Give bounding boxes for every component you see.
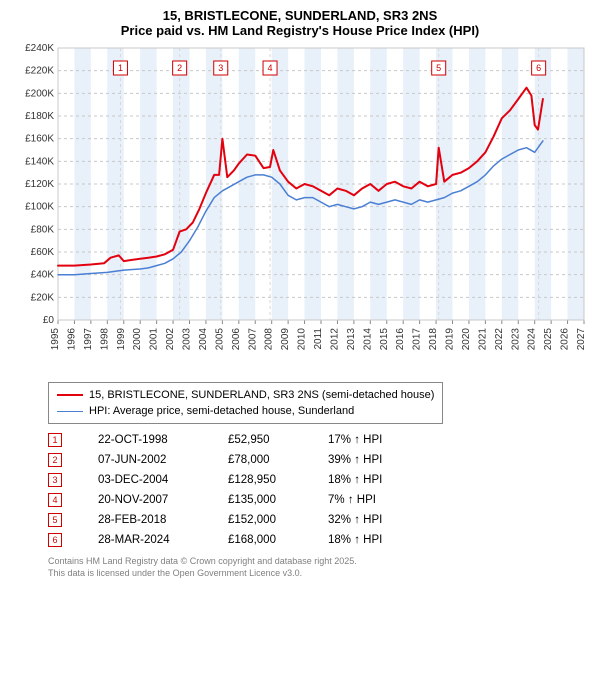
sale-delta: 17% ↑ HPI xyxy=(328,430,448,450)
svg-text:£20K: £20K xyxy=(31,292,55,303)
sale-price: £168,000 xyxy=(228,530,328,550)
sale-date: 03-DEC-2004 xyxy=(98,470,228,490)
svg-text:2021: 2021 xyxy=(477,328,488,351)
svg-text:2009: 2009 xyxy=(280,328,291,351)
footer: Contains HM Land Registry data © Crown c… xyxy=(48,556,590,579)
svg-text:£160K: £160K xyxy=(25,134,54,145)
sale-marker-icon: 2 xyxy=(48,453,62,467)
svg-text:2012: 2012 xyxy=(329,328,340,351)
legend-swatch xyxy=(57,394,83,396)
sale-delta: 18% ↑ HPI xyxy=(328,470,448,490)
svg-text:2013: 2013 xyxy=(346,328,357,351)
svg-text:£40K: £40K xyxy=(31,270,55,281)
table-row: 6 28-MAR-2024£168,00018% ↑ HPI xyxy=(48,530,448,550)
svg-text:2019: 2019 xyxy=(445,328,456,351)
svg-text:1998: 1998 xyxy=(99,328,110,351)
svg-text:2016: 2016 xyxy=(395,328,406,351)
svg-text:2022: 2022 xyxy=(494,328,505,351)
legend-item: HPI: Average price, semi-detached house,… xyxy=(57,403,434,419)
table-row: 2 07-JUN-2002£78,00039% ↑ HPI xyxy=(48,450,448,470)
sale-price: £152,000 xyxy=(228,510,328,530)
svg-text:£100K: £100K xyxy=(25,202,54,213)
svg-text:5: 5 xyxy=(436,63,441,73)
svg-text:2014: 2014 xyxy=(362,328,373,351)
legend-swatch xyxy=(57,411,83,412)
sale-marker-icon: 6 xyxy=(48,533,62,547)
title-line-2: Price paid vs. HM Land Registry's House … xyxy=(10,23,590,38)
svg-text:2007: 2007 xyxy=(247,328,258,351)
sales-table: 1 22-OCT-1998£52,95017% ↑ HPI 2 07-JUN-2002… xyxy=(48,430,448,550)
svg-text:2002: 2002 xyxy=(165,328,176,351)
svg-text:£0: £0 xyxy=(43,315,55,326)
svg-text:£60K: £60K xyxy=(31,247,55,258)
sale-price: £128,950 xyxy=(228,470,328,490)
svg-text:2025: 2025 xyxy=(543,328,554,351)
svg-text:2018: 2018 xyxy=(428,328,439,351)
sale-price: £135,000 xyxy=(228,490,328,510)
svg-text:1997: 1997 xyxy=(83,328,94,351)
svg-text:2011: 2011 xyxy=(313,328,324,350)
svg-text:£220K: £220K xyxy=(25,66,54,77)
chart-svg: £0 £20K £40K £60K £80K £100K £120K £140K £160K £1… xyxy=(10,44,590,374)
sale-marker-icon: 5 xyxy=(48,513,62,527)
svg-text:2008: 2008 xyxy=(264,328,275,351)
svg-text:2: 2 xyxy=(177,63,182,73)
sale-marker-icon: 3 xyxy=(48,473,62,487)
svg-text:1995: 1995 xyxy=(50,328,61,351)
sale-price: £52,950 xyxy=(228,430,328,450)
title-line-1: 15, BRISTLECONE, SUNDERLAND, SR3 2NS xyxy=(10,8,590,23)
svg-text:£80K: £80K xyxy=(31,224,55,235)
legend-label: 15, BRISTLECONE, SUNDERLAND, SR3 2NS (se… xyxy=(89,389,434,401)
legend-label: HPI: Average price, semi-detached house,… xyxy=(89,405,354,417)
svg-text:2024: 2024 xyxy=(527,328,538,351)
svg-text:£200K: £200K xyxy=(25,88,54,99)
svg-text:£240K: £240K xyxy=(25,44,54,54)
svg-text:2006: 2006 xyxy=(231,328,242,351)
svg-text:2010: 2010 xyxy=(297,328,308,351)
svg-text:£120K: £120K xyxy=(25,179,54,190)
svg-text:2027: 2027 xyxy=(576,328,587,351)
sale-date: 20-NOV-2007 xyxy=(98,490,228,510)
legend: 15, BRISTLECONE, SUNDERLAND, SR3 2NS (se… xyxy=(48,382,443,424)
sale-delta: 7% ↑ HPI xyxy=(328,490,448,510)
svg-text:2017: 2017 xyxy=(412,328,423,351)
svg-text:2015: 2015 xyxy=(379,328,390,351)
svg-text:2026: 2026 xyxy=(560,328,571,351)
footer-line-2: This data is licensed under the Open Gov… xyxy=(48,568,590,580)
svg-text:2000: 2000 xyxy=(132,328,143,351)
table-row: 1 22-OCT-1998£52,95017% ↑ HPI xyxy=(48,430,448,450)
svg-text:2003: 2003 xyxy=(182,328,193,351)
price-chart: £0 £20K £40K £60K £80K £100K £120K £140K £160K £1… xyxy=(10,44,590,374)
svg-text:1: 1 xyxy=(118,63,123,73)
svg-text:3: 3 xyxy=(218,63,223,73)
legend-item: 15, BRISTLECONE, SUNDERLAND, SR3 2NS (se… xyxy=(57,387,434,403)
svg-text:2020: 2020 xyxy=(461,328,472,351)
table-row: 4 20-NOV-2007£135,0007% ↑ HPI xyxy=(48,490,448,510)
sale-marker-icon: 1 xyxy=(48,433,62,447)
svg-text:1999: 1999 xyxy=(116,328,127,351)
sale-delta: 18% ↑ HPI xyxy=(328,530,448,550)
svg-text:2001: 2001 xyxy=(149,328,160,351)
svg-text:£140K: £140K xyxy=(25,156,54,167)
sale-delta: 39% ↑ HPI xyxy=(328,450,448,470)
sale-price: £78,000 xyxy=(228,450,328,470)
svg-text:2004: 2004 xyxy=(198,328,209,351)
sale-date: 07-JUN-2002 xyxy=(98,450,228,470)
sale-date: 28-FEB-2018 xyxy=(98,510,228,530)
chart-title: 15, BRISTLECONE, SUNDERLAND, SR3 2NS Pri… xyxy=(10,8,590,38)
svg-text:4: 4 xyxy=(268,63,273,73)
svg-text:£180K: £180K xyxy=(25,111,54,122)
svg-text:2005: 2005 xyxy=(214,328,225,351)
svg-text:1996: 1996 xyxy=(66,328,77,351)
table-row: 5 28-FEB-2018£152,00032% ↑ HPI xyxy=(48,510,448,530)
sale-date: 28-MAR-2024 xyxy=(98,530,228,550)
sale-marker-icon: 4 xyxy=(48,493,62,507)
sale-date: 22-OCT-1998 xyxy=(98,430,228,450)
sale-delta: 32% ↑ HPI xyxy=(328,510,448,530)
svg-text:6: 6 xyxy=(536,63,541,73)
table-row: 3 03-DEC-2004£128,95018% ↑ HPI xyxy=(48,470,448,490)
footer-line-1: Contains HM Land Registry data © Crown c… xyxy=(48,556,590,568)
svg-text:2023: 2023 xyxy=(510,328,521,351)
